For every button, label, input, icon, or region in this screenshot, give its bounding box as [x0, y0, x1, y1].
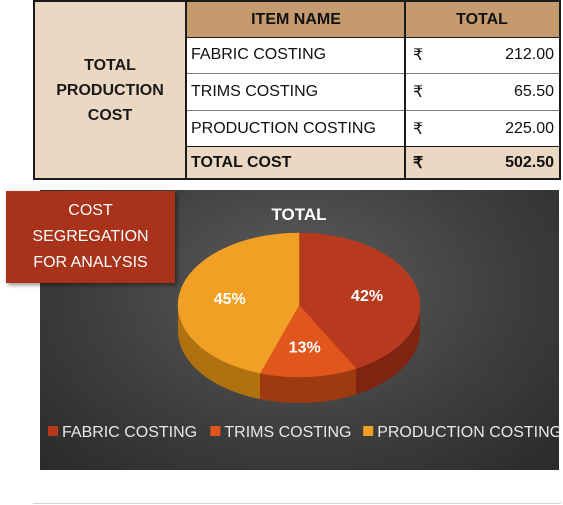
- row-production-name: PRODUCTION COSTING: [187, 111, 405, 147]
- pie-slices: [177, 232, 421, 403]
- grid-line: [187, 73, 559, 74]
- legend-swatch-fabric-costing: [48, 426, 58, 436]
- label-line-2: PRODUCTION: [56, 81, 164, 99]
- header-item-name: ITEM NAME: [187, 2, 405, 37]
- pie-slice-trims-costing: [259, 304, 357, 378]
- callout-line-2: SEGREGATION: [32, 228, 149, 245]
- label-line-1: TOTAL: [84, 56, 136, 74]
- grid-line: [187, 110, 559, 111]
- chart-title: TOTAL: [271, 205, 326, 224]
- grid-line: [404, 2, 406, 178]
- total-cost-currency: ₹: [405, 147, 445, 178]
- row-production-amount: 225.00: [445, 111, 559, 147]
- bottom-divider: [33, 503, 561, 504]
- pie-data-labels: 42% 13% 45%: [214, 288, 383, 357]
- cost-table: TOTAL PRODUCTION COST ITEM NAME TOTAL FA…: [33, 0, 561, 180]
- pie-chart: TOTAL 42% 13% 45% FABRIC COSTING TRIMS COST…: [48, 205, 559, 441]
- legend-label-fabric-costing: FABRIC COSTING: [62, 424, 197, 441]
- row-fabric-currency: ₹: [405, 37, 445, 73]
- row-trims-currency: ₹: [405, 74, 445, 110]
- callout-line-1: COST: [68, 202, 113, 219]
- pie-side-fabric-costing: [356, 305, 420, 395]
- callout-line-3: FOR ANALYSIS: [33, 254, 148, 271]
- pie-slice-production-costing: [177, 232, 300, 374]
- chart-legend: FABRIC COSTING TRIMS COSTING PRODUCTION CO…: [48, 424, 559, 441]
- chart-panel: TOTAL 42% 13% 45% FABRIC COSTING TRIMS COST…: [40, 190, 559, 470]
- cost-segregation-callout: COST SEGREGATION FOR ANALYSIS: [6, 191, 175, 283]
- pie-slice-fabric-costing: [298, 232, 421, 369]
- row-fabric-name: FABRIC COSTING: [187, 37, 405, 73]
- legend-label-production-costing: PRODUCTION COSTING: [377, 424, 559, 441]
- row-production-currency: ₹: [405, 111, 445, 147]
- grid-line: [187, 146, 559, 147]
- data-label-fabric-costing: 42%: [351, 288, 383, 305]
- legend-label-trims-costing: TRIMS COSTING: [224, 424, 351, 441]
- total-production-cost-label: TOTAL PRODUCTION COST: [35, 2, 187, 178]
- legend-swatch-trims-costing: [210, 426, 221, 436]
- pie-side-trims-costing: [259, 368, 357, 403]
- data-label-production-costing: 45%: [214, 291, 246, 308]
- pie-side-production-costing: [178, 305, 260, 400]
- label-line-3: COST: [87, 106, 133, 124]
- legend-swatch-production-costing: [363, 426, 374, 436]
- row-fabric-amount: 212.00: [445, 37, 559, 73]
- row-trims-amount: 65.50: [445, 74, 559, 110]
- total-cost-name: TOTAL COST: [187, 147, 405, 178]
- grid-line: [187, 37, 559, 38]
- header-total: TOTAL: [405, 2, 559, 37]
- total-cost-amount: 502.50: [445, 147, 559, 178]
- row-trims-name: TRIMS COSTING: [187, 74, 405, 110]
- data-label-trims-costing: 13%: [289, 340, 321, 357]
